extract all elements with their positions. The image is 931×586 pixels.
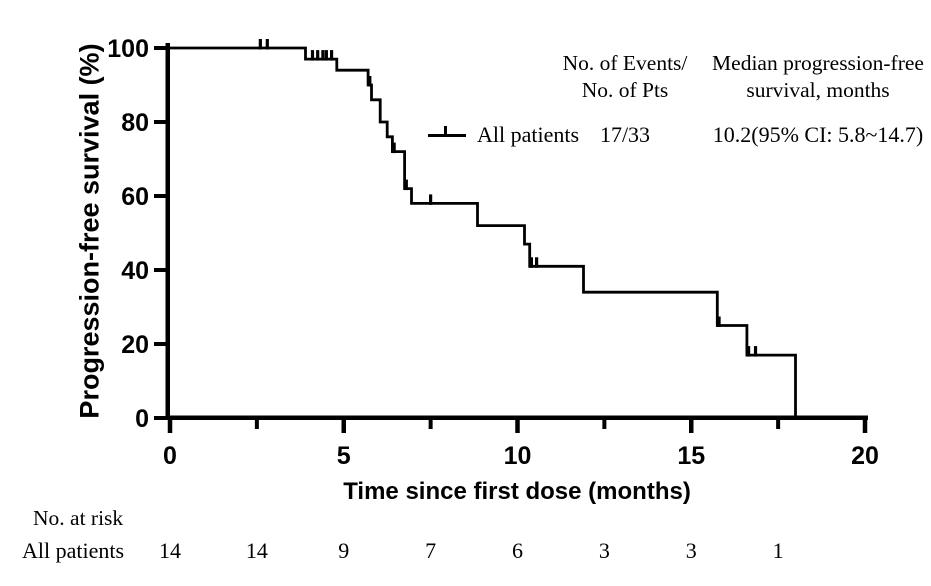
risk-count: 3 <box>598 538 610 563</box>
legend-header-median-line1: Median progression-free <box>712 51 924 75</box>
x-tick-label: 0 <box>163 442 177 470</box>
risk-count: 1 <box>772 538 784 563</box>
y-axis-title: Progression-free survival (%) <box>74 43 105 419</box>
x-tick-minor <box>602 420 607 429</box>
censor-tick <box>529 257 533 268</box>
x-tick-label: 15 <box>677 442 705 470</box>
legend-censor-tick-icon <box>444 126 448 136</box>
legend-events-value: 17/33 <box>599 122 651 147</box>
x-tick-minor <box>428 420 433 429</box>
risk-count: 14 <box>159 538 181 563</box>
y-tick-label: 0 <box>135 405 149 433</box>
x-tick-label: 20 <box>851 442 879 470</box>
legend-header-events-line1: No. of Events/ <box>562 51 688 75</box>
x-tick-major <box>341 420 346 433</box>
censor-tick <box>368 76 372 87</box>
legend-header-median: Median progression-free survival, months <box>668 50 931 104</box>
risk-count: 14 <box>245 538 268 563</box>
y-tick-label: 80 <box>121 109 149 137</box>
risk-table-row-label: All patients <box>22 538 125 563</box>
legend-header-events: No. of Events/ No. of Pts <box>525 50 725 104</box>
x-tick-major <box>515 420 520 433</box>
censor-tick <box>746 346 751 357</box>
legend-header-events-line2: No. of Pts <box>581 78 669 102</box>
y-tick <box>154 46 166 50</box>
y-axis-line <box>165 43 170 420</box>
legend-series-label: All patients <box>477 122 580 147</box>
censor-tick <box>429 194 433 205</box>
x-tick-minor <box>254 420 259 429</box>
censor-tick <box>404 179 408 191</box>
x-tick-minor <box>776 420 781 429</box>
y-tick <box>154 194 166 198</box>
survival-curve <box>170 46 797 418</box>
x-tick-label: 5 <box>337 442 351 470</box>
y-tick <box>154 268 166 272</box>
risk-count: 3 <box>685 538 697 563</box>
risk-count: 7 <box>425 538 437 563</box>
censor-tick <box>316 50 320 61</box>
y-tick-label: 40 <box>121 257 149 285</box>
y-tick-label: 100 <box>107 35 149 63</box>
x-tick-major <box>689 420 694 433</box>
legend-header-median-line2: survival, months <box>746 78 890 102</box>
risk-table-values: 14 14 9 7 6 3 3 1 <box>0 538 931 568</box>
y-tick <box>154 120 166 124</box>
legend-median-value: 10.2(95% CI: 5.8~14.7) <box>712 122 924 147</box>
y-tick <box>154 342 166 346</box>
censor-tick <box>535 257 539 268</box>
x-tick-label: 10 <box>504 442 532 470</box>
risk-table-heading: No. at risk <box>33 506 124 530</box>
x-tick-major <box>862 420 868 433</box>
censor-tick <box>329 50 334 61</box>
y-tick <box>154 416 166 420</box>
x-axis-title: Time since first dose (months) <box>343 478 691 505</box>
censor-tick <box>321 50 325 61</box>
x-axis-line <box>165 415 868 420</box>
censor-tick <box>310 50 315 61</box>
censor-tick <box>265 39 269 50</box>
censor-tick <box>392 142 396 154</box>
risk-count: 9 <box>338 538 350 563</box>
y-tick-label: 60 <box>121 183 149 211</box>
censor-tick <box>258 39 262 50</box>
x-tick-major <box>167 420 173 433</box>
risk-count: 6 <box>512 538 523 563</box>
censor-tick <box>753 346 758 357</box>
y-tick-label: 20 <box>121 331 149 359</box>
censor-tick <box>717 316 721 327</box>
censor-tick <box>324 50 328 61</box>
